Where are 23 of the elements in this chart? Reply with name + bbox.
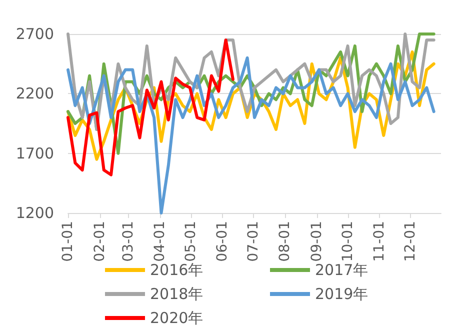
legend-label: 2019年 [315, 285, 368, 303]
line-series [66, 56, 436, 214]
x-tick-label: 07-01 [245, 221, 262, 262]
x-tick-label: 10-01 [340, 221, 356, 262]
x-tick-label: 05-01 [182, 221, 199, 262]
x-tick-label: 08-01 [277, 221, 294, 262]
x-tick-label: 12-01 [402, 221, 418, 262]
x-tick-label: 09-01 [309, 221, 326, 262]
y-tick-label: 2200 [16, 84, 54, 103]
x-tick-label: 03-01 [120, 221, 136, 262]
legend-label: 2020年 [150, 309, 204, 327]
x-tick-label: 06-01 [214, 221, 231, 262]
x-tick-label: 01-01 [60, 221, 76, 262]
legend-label: 2018年 [150, 285, 204, 303]
y-tick-label: 2700 [16, 25, 54, 43]
x-tick-label: 02-01 [92, 221, 108, 262]
legend-label: 2016年 [150, 261, 204, 279]
line-series [66, 38, 234, 176]
x-tick-label: 04-01 [152, 221, 168, 262]
y-tick-label: 1200 [16, 204, 54, 222]
legend-label: 2017年 [315, 261, 368, 279]
x-tick-label: 11-01 [372, 221, 388, 262]
y-tick-label: 1700 [16, 144, 54, 162]
